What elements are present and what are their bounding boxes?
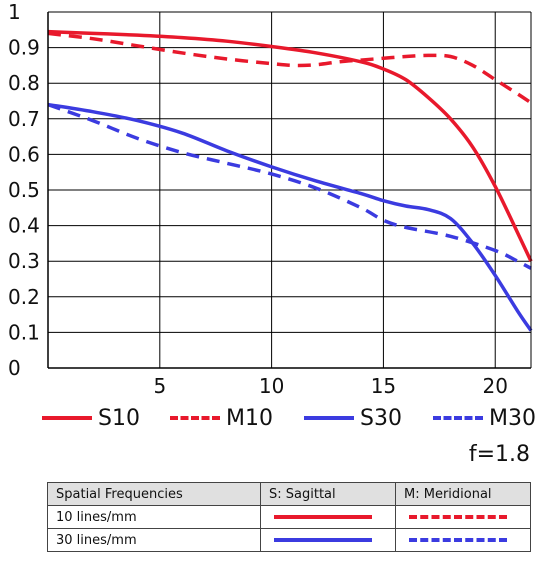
y-tick-label-1: 0.1 [8, 320, 40, 344]
y-tick-label-3: 0.3 [8, 249, 40, 273]
y-axis-ticks: 0 0.1 0.2 0.3 0.4 0.5 0.6 0.7 0.8 0.9 1 [8, 0, 40, 380]
meridional-10-line [409, 515, 507, 519]
sagittal-30-line [274, 538, 372, 542]
legend-swatch-s30 [304, 416, 354, 420]
meridional-30-line [409, 538, 507, 542]
spatial-frequency-table: Spatial Frequencies S: Sagittal M: Merid… [47, 482, 531, 552]
table-cell-sagittal-line [260, 528, 396, 552]
table-row: 30 lines/mm [47, 528, 531, 552]
y-tick-label-10: 1 [8, 0, 21, 24]
y-tick-label-2: 0.2 [8, 285, 40, 309]
table-header-meridional: M: Meridional [395, 482, 531, 506]
legend-label-m10: M10 [226, 405, 273, 431]
y-tick-label-4: 0.4 [8, 214, 40, 238]
series-line-s10 [47, 29, 533, 262]
legend-swatch-m30 [433, 416, 483, 420]
series-line-m10 [47, 31, 532, 105]
legend-swatch-m10 [170, 416, 220, 420]
series-line-m30 [47, 102, 532, 270]
table-cell-meridional-line [395, 528, 531, 552]
x-tick-label-1: 10 [259, 374, 284, 398]
series-line-s30 [47, 102, 533, 332]
table-cell-frequency: 30 lines/mm [47, 528, 261, 552]
table-cell-frequency: 10 lines/mm [47, 505, 261, 529]
sagittal-10-line [274, 515, 372, 519]
table-header-frequencies: Spatial Frequencies [47, 482, 261, 506]
x-tick-label-2: 15 [371, 374, 396, 398]
y-tick-label-6: 0.6 [8, 142, 40, 166]
y-tick-label-5: 0.5 [8, 178, 40, 202]
legend-item-s30: S30 [304, 400, 402, 436]
table-cell-sagittal-line [260, 505, 396, 529]
legend-swatch-s10 [42, 416, 92, 420]
legend-label-s10: S10 [98, 405, 140, 431]
aperture-label: f=1.8 [468, 442, 530, 467]
x-axis-ticks: 5 10 15 20 [153, 374, 508, 398]
x-tick-label-3: 20 [482, 374, 507, 398]
chart-axes [47, 12, 532, 369]
table-row: 10 lines/mm [47, 505, 531, 529]
legend-item-m30: M30 [433, 400, 536, 436]
legend-label-m30: M30 [489, 405, 536, 431]
mtf-chart: 0 0.1 0.2 0.3 0.4 0.5 0.6 0.7 0.8 0.9 1 5 10 15 20 [8, 0, 533, 398]
chart-legend: S10 M10 S30 M30 [0, 400, 544, 436]
chart-series [47, 29, 533, 332]
table-header-sagittal: S: Sagittal [260, 482, 396, 506]
legend-item-s10: S10 [42, 400, 140, 436]
x-tick-label-0: 5 [153, 374, 166, 398]
y-tick-label-8: 0.8 [8, 71, 40, 95]
table-header-row: Spatial Frequencies S: Sagittal M: Merid… [47, 482, 531, 506]
legend-item-m10: M10 [170, 400, 273, 436]
y-tick-label-0: 0 [8, 356, 21, 380]
legend-label-s30: S30 [360, 405, 402, 431]
table-cell-meridional-line [395, 505, 531, 529]
y-tick-label-7: 0.7 [8, 107, 40, 131]
y-tick-label-9: 0.9 [8, 36, 40, 60]
